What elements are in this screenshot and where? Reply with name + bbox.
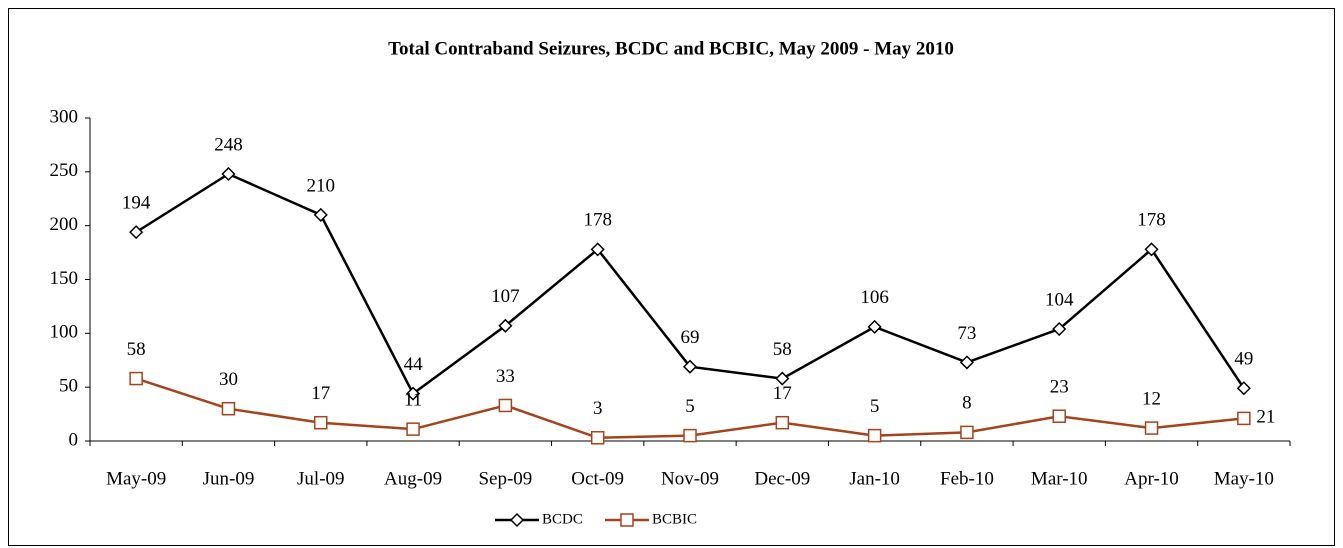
- data-label: 21: [1256, 407, 1275, 428]
- x-tick-label: Oct-09: [571, 468, 624, 489]
- x-tick-label: Jun-09: [203, 468, 255, 489]
- data-label: 58: [127, 339, 146, 360]
- data-point: [1052, 409, 1066, 423]
- data-point: [1236, 381, 1251, 396]
- y-tick-label: 200: [50, 214, 79, 235]
- data-label: 248: [214, 134, 243, 155]
- data-point: [406, 422, 420, 436]
- x-tick-label: Jul-09: [297, 468, 345, 489]
- data-label: 210: [307, 175, 336, 196]
- data-label: 17: [773, 383, 792, 404]
- data-point: [221, 401, 236, 416]
- data-point: [1144, 421, 1159, 435]
- y-tick-label: 250: [50, 160, 79, 181]
- data-point: [775, 415, 790, 430]
- data-label: 69: [681, 327, 700, 348]
- data-point: [498, 398, 513, 413]
- x-tick-label: Sep-09: [478, 468, 532, 489]
- data-point: [314, 415, 328, 430]
- x-tick-label: Mar-10: [1031, 468, 1088, 489]
- data-label: 194: [122, 192, 151, 213]
- data-label: 3: [593, 398, 603, 419]
- data-label: 33: [496, 366, 515, 387]
- data-label: 17: [311, 383, 330, 404]
- data-point: [498, 318, 513, 333]
- data-point: [682, 359, 698, 374]
- y-tick-label: 50: [59, 376, 78, 397]
- x-tick-label: Apr-10: [1124, 468, 1179, 489]
- data-point: [221, 166, 236, 182]
- legend-marker: [620, 513, 634, 527]
- chart-border: [8, 8, 1335, 546]
- data-label: 5: [685, 396, 695, 417]
- x-tick-label: May-10: [1214, 468, 1274, 489]
- chart-title: Total Contraband Seizures, BCDC and BCBI…: [388, 38, 954, 59]
- data-point: [406, 386, 421, 401]
- x-tick-label: May-09: [106, 468, 166, 489]
- data-point: [313, 207, 328, 222]
- data-point: [590, 431, 605, 445]
- data-point: [867, 428, 882, 443]
- legend-label: BCBIC: [652, 511, 697, 527]
- x-tick-label: Nov-09: [661, 468, 719, 489]
- y-tick-label: 0: [69, 429, 79, 450]
- x-tick-label: Dec-09: [754, 468, 810, 489]
- x-tick-label: Jan-10: [849, 468, 900, 489]
- x-tick-label: Feb-10: [940, 468, 994, 489]
- legend-marker: [509, 512, 525, 528]
- data-label: 178: [583, 210, 612, 231]
- data-label: 30: [219, 369, 238, 390]
- data-point: [1052, 321, 1067, 337]
- data-point: [960, 425, 974, 440]
- data-point: [590, 242, 605, 257]
- data-label: 73: [957, 323, 976, 344]
- data-label: 49: [1234, 349, 1253, 370]
- data-point: [129, 225, 144, 240]
- legend-label: BCDC: [542, 511, 583, 527]
- data-label: 178: [1137, 210, 1166, 231]
- data-point: [1237, 411, 1251, 426]
- data-point: [683, 428, 697, 443]
- x-tick-label: Aug-09: [384, 468, 442, 489]
- data-label: 8: [962, 393, 972, 414]
- data-label: 106: [860, 287, 889, 308]
- data-label: 58: [773, 339, 792, 360]
- data-label: 23: [1050, 377, 1069, 398]
- data-point: [1144, 242, 1159, 257]
- data-label: 104: [1045, 289, 1074, 310]
- data-point: [959, 355, 974, 370]
- data-label: 5: [870, 396, 880, 417]
- data-point: [867, 319, 882, 334]
- data-label: 12: [1142, 388, 1161, 409]
- data-label: 44: [404, 354, 424, 375]
- y-tick-label: 100: [50, 322, 79, 343]
- data-label: 107: [491, 286, 520, 307]
- y-tick-label: 150: [50, 268, 79, 289]
- data-point: [129, 371, 143, 386]
- y-tick-label: 300: [50, 106, 79, 127]
- data-point: [775, 371, 790, 386]
- data-label: 11: [404, 390, 422, 411]
